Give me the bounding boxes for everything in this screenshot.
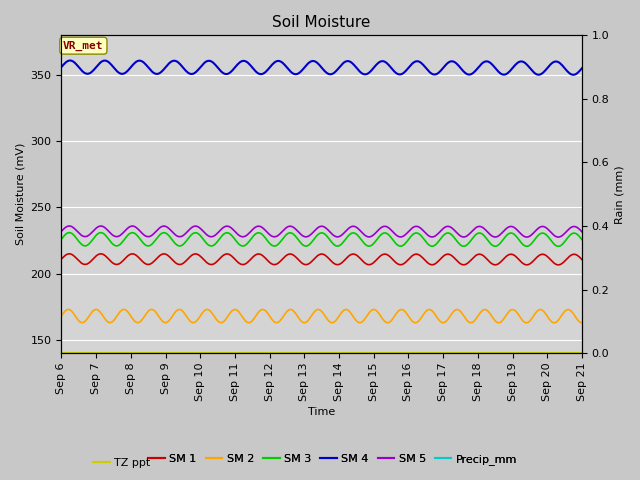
Text: VR_met: VR_met <box>63 41 104 51</box>
X-axis label: Time: Time <box>308 407 335 417</box>
Legend: SM 1, SM 2, SM 3, SM 4, SM 5, Precip_mm: SM 1, SM 2, SM 3, SM 4, SM 5, Precip_mm <box>144 450 522 469</box>
Title: Soil Moisture: Soil Moisture <box>273 15 371 30</box>
Y-axis label: Rain (mm): Rain (mm) <box>615 165 625 224</box>
Y-axis label: Soil Moisture (mV): Soil Moisture (mV) <box>15 143 25 245</box>
Legend: TZ ppt: TZ ppt <box>89 453 155 472</box>
